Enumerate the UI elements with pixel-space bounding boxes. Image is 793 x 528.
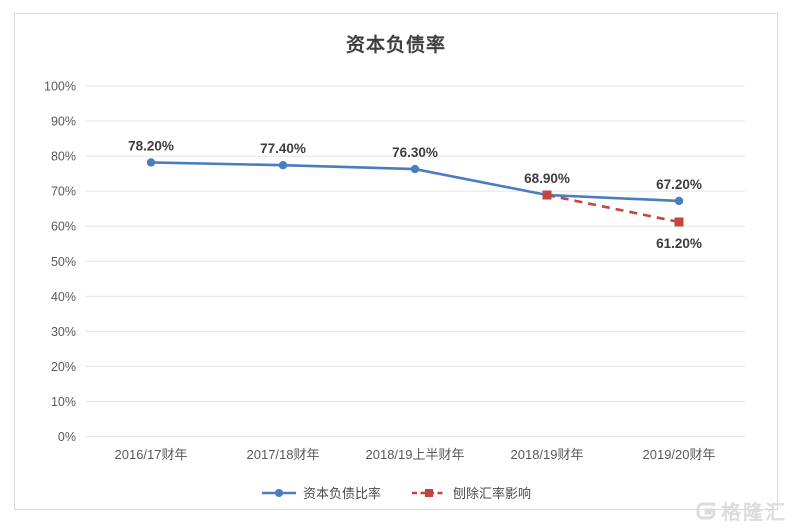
y-axis-tick-label: 50% <box>51 255 76 269</box>
x-axis-label: 2018/19上半财年 <box>366 447 465 462</box>
data-label: 68.90% <box>524 171 570 186</box>
x-axis-label: 2019/20财年 <box>643 447 716 462</box>
y-axis-tick-label: 90% <box>51 115 76 129</box>
gelonghui-logo-icon <box>696 502 716 519</box>
y-axis-tick-label: 0% <box>58 430 76 444</box>
y-axis-tick-label: 60% <box>51 220 76 234</box>
y-axis-tick-label: 20% <box>51 360 76 374</box>
legend-swatch-solid-line-icon <box>261 488 296 497</box>
chart-title: 资本负债率 <box>345 35 446 56</box>
data-label: 76.30% <box>392 145 438 160</box>
data-point-capital-debt-ratio <box>146 158 156 167</box>
y-axis-tick-label: 100% <box>44 80 76 94</box>
legend: 资本负债比率 刨除汇率影响 <box>14 483 778 502</box>
watermark-text: 格隆汇 <box>721 502 787 524</box>
legend-label-excluding-fx-impact: 刨除汇率影响 <box>453 486 532 501</box>
data-label: 77.40% <box>260 141 306 156</box>
legend-swatch-dashed-line-icon <box>412 488 446 497</box>
data-point-capital-debt-ratio <box>410 164 420 174</box>
data-point-capital-debt-ratio <box>674 196 684 206</box>
data-label: 67.20% <box>656 177 702 192</box>
y-axis-tick-label: 10% <box>51 395 76 409</box>
data-point-capital-debt-ratio <box>278 161 288 170</box>
y-axis-tick-label: 30% <box>51 325 76 339</box>
line-excluding-fx-impact <box>546 193 680 224</box>
data-point-excluding-fx-impact <box>542 190 552 200</box>
x-axis-label: 2016/17财年 <box>115 447 188 462</box>
y-axis-tick-label: 40% <box>51 290 76 304</box>
data-label: 78.20% <box>128 138 174 153</box>
x-axis-label: 2018/19财年 <box>511 447 584 462</box>
gelonghui-watermark: 格隆汇 <box>694 496 787 525</box>
data-label: 61.20% <box>656 236 702 251</box>
legend-label-capital-debt-ratio: 资本负债比率 <box>302 486 381 501</box>
y-axis-tick-label: 70% <box>51 185 76 199</box>
legend-item-capital-debt-ratio: 资本负债比率 <box>261 483 381 502</box>
legend-item-excluding-fx-impact: 刨除汇率影响 <box>411 483 531 502</box>
x-axis-label: 2017/18财年 <box>247 447 320 462</box>
data-point-excluding-fx-impact <box>674 217 684 227</box>
y-axis-tick-label: 80% <box>51 150 76 164</box>
